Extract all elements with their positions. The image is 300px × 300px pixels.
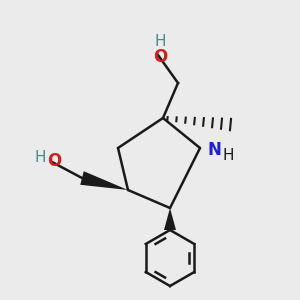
Text: O: O bbox=[153, 48, 167, 66]
Text: O: O bbox=[47, 152, 61, 170]
Polygon shape bbox=[164, 208, 176, 230]
Polygon shape bbox=[80, 171, 128, 190]
Text: H: H bbox=[154, 34, 166, 49]
Text: H: H bbox=[34, 149, 46, 164]
Text: H: H bbox=[222, 148, 234, 164]
Text: N: N bbox=[207, 141, 221, 159]
